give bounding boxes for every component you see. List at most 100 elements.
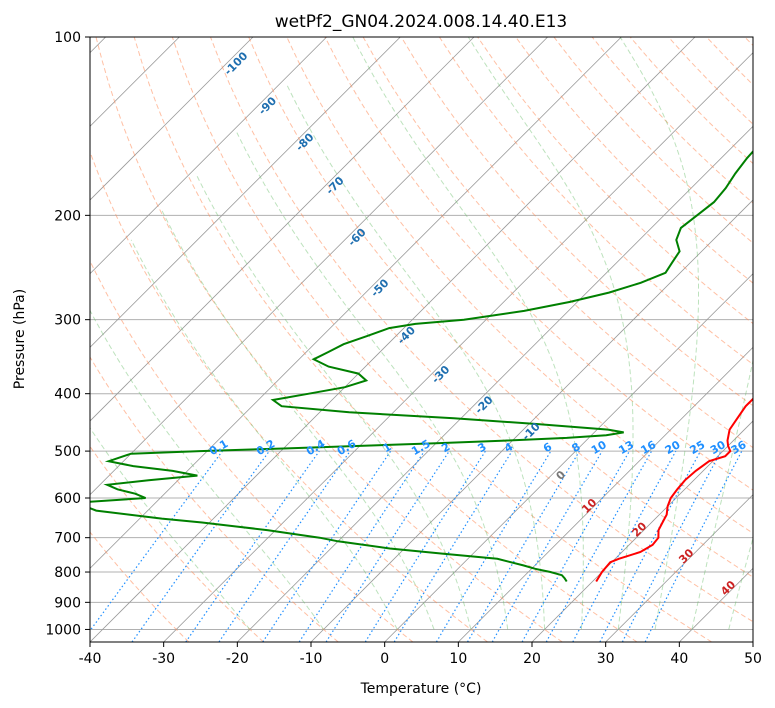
chart-title: wetPf2_GN04.2024.008.14.40.E13	[275, 12, 567, 32]
x-tick-label: -20	[226, 651, 249, 667]
dry-adiabat-line	[90, 445, 264, 642]
mixing-ratio-line	[185, 450, 320, 642]
y-tick-label: 500	[54, 444, 81, 460]
moist-adiabat-line	[285, 83, 546, 630]
isotherm-label: -50	[368, 276, 391, 299]
y-axis: 100 200 300 400 500 600 700 800 900 1000	[45, 30, 90, 638]
y-tick-label: 600	[54, 491, 81, 507]
isotherm-labels: 0.1 0.2 0.4 0.6 1 1.5 2 3 4 6 8 10 13 16 20 25 30 36-100-…	[207, 49, 749, 598]
x-tick-label: 10	[449, 651, 467, 667]
isotherm-line	[90, 37, 548, 496]
moist-adiabat-line	[90, 309, 324, 630]
mixing-ratio-label: 10	[589, 438, 609, 457]
isotherm-label: 30	[676, 546, 696, 566]
x-tick-label: 0	[380, 651, 389, 667]
dry-adiabat-line	[95, 37, 563, 642]
plot-frame	[89, 36, 754, 643]
y-tick-label: 200	[54, 208, 81, 224]
mixing-ratio-label: 13	[616, 438, 636, 457]
moist-adiabat-line	[90, 427, 251, 630]
isotherm-label: -90	[256, 94, 279, 117]
x-tick-label: -40	[79, 651, 102, 667]
moist-adiabat-line	[352, 37, 584, 630]
isotherm-line	[90, 37, 475, 422]
y-tick-label: 300	[54, 313, 81, 329]
x-tick-label: -10	[300, 651, 323, 667]
mixing-ratio-label: 3	[475, 440, 488, 455]
dry-adiabat-line	[210, 37, 753, 623]
x-tick-label: 50	[744, 651, 762, 667]
isotherm-label: -100	[222, 49, 251, 78]
x-tick-label: -30	[152, 651, 175, 667]
y-tick-label: 400	[54, 387, 81, 403]
moist-adiabat-line	[130, 239, 398, 630]
isotherm-label: -70	[323, 174, 346, 197]
isotherm-label: 20	[629, 519, 649, 539]
isotherm-label: -20	[472, 393, 495, 416]
isotherm-line	[237, 125, 753, 642]
isotherm-line	[90, 37, 401, 348]
x-axis: -40 -30 -20 -10 0 10 20 30 40 50	[79, 642, 762, 667]
isotherm-line	[679, 567, 753, 642]
mixing-ratio-label: 8	[570, 440, 583, 455]
mixing-ratio-line	[298, 450, 425, 642]
moist-adiabat-line	[467, 37, 634, 630]
mixing-ratio-line	[545, 450, 653, 642]
dry-adiabat-line	[171, 37, 712, 642]
dry-adiabat-line	[248, 37, 753, 578]
series-lines	[90, 150, 753, 583]
isotherm-line	[90, 37, 622, 569]
dry-adiabat-line	[133, 37, 638, 642]
background-lines	[90, 37, 753, 642]
y-axis-label: Pressure (hPa)	[12, 289, 28, 389]
isotherm-line	[90, 37, 254, 201]
mixing-ratio-line	[644, 450, 743, 642]
mixing-ratio-label: 0.1	[207, 437, 230, 458]
mixing-ratio-line	[435, 450, 552, 642]
mixing-ratio-label: 1.5	[409, 437, 432, 458]
mixing-ratio-line	[131, 450, 270, 642]
dry-adiabat-line	[324, 37, 753, 491]
moist-adiabat-line	[195, 173, 472, 630]
dry-adiabat-line	[400, 37, 753, 407]
dewpoint-profile-line	[90, 150, 753, 583]
isotherm-line	[163, 52, 753, 642]
isotherm-line	[90, 37, 327, 275]
mixing-ratio-line	[521, 450, 631, 642]
x-tick-label: 20	[523, 651, 541, 667]
dry-adiabat-line	[438, 37, 753, 366]
moist-adiabat-line	[619, 37, 699, 630]
isotherm-line	[752, 641, 753, 642]
x-tick-label: 40	[670, 651, 688, 667]
mixing-ratio-label: 6	[541, 440, 554, 455]
y-tick-label: 900	[54, 595, 81, 611]
isotherm-label: -60	[345, 226, 368, 249]
moist-adiabat-line	[728, 536, 753, 630]
y-tick-label: 700	[54, 531, 81, 547]
moist-adiabat-line	[160, 208, 435, 630]
mixing-ratio-line	[218, 450, 351, 642]
x-axis-label: Temperature (°C)	[360, 681, 482, 697]
isotherm-label: 40	[718, 578, 738, 598]
dry-adiabat-line	[515, 37, 753, 284]
y-tick-label: 800	[54, 565, 81, 581]
isotherm-line	[605, 494, 753, 642]
mixing-ratio-line	[572, 450, 677, 642]
isotherm-label: 0	[554, 468, 569, 483]
y-tick-label: 1000	[45, 622, 81, 638]
mixing-ratio-line	[393, 450, 513, 642]
isotherm-line	[531, 420, 753, 642]
mixing-ratio-line	[621, 450, 722, 642]
mixing-ratio-line	[325, 450, 450, 642]
isotherm-line	[310, 199, 753, 642]
mixing-ratio-label: 20	[663, 438, 683, 457]
mixing-ratio-label: 16	[638, 438, 658, 457]
moist-adiabat-line	[691, 358, 753, 630]
mixing-ratio-line	[262, 450, 392, 642]
mixing-ratio-label: 30	[708, 438, 728, 457]
dry-adiabat-line	[90, 356, 339, 642]
mixing-ratio-line	[90, 450, 223, 632]
isotherm-line	[90, 37, 696, 642]
isotherm-label: -30	[429, 363, 452, 386]
mixing-ratio-label: 0.6	[335, 437, 359, 458]
